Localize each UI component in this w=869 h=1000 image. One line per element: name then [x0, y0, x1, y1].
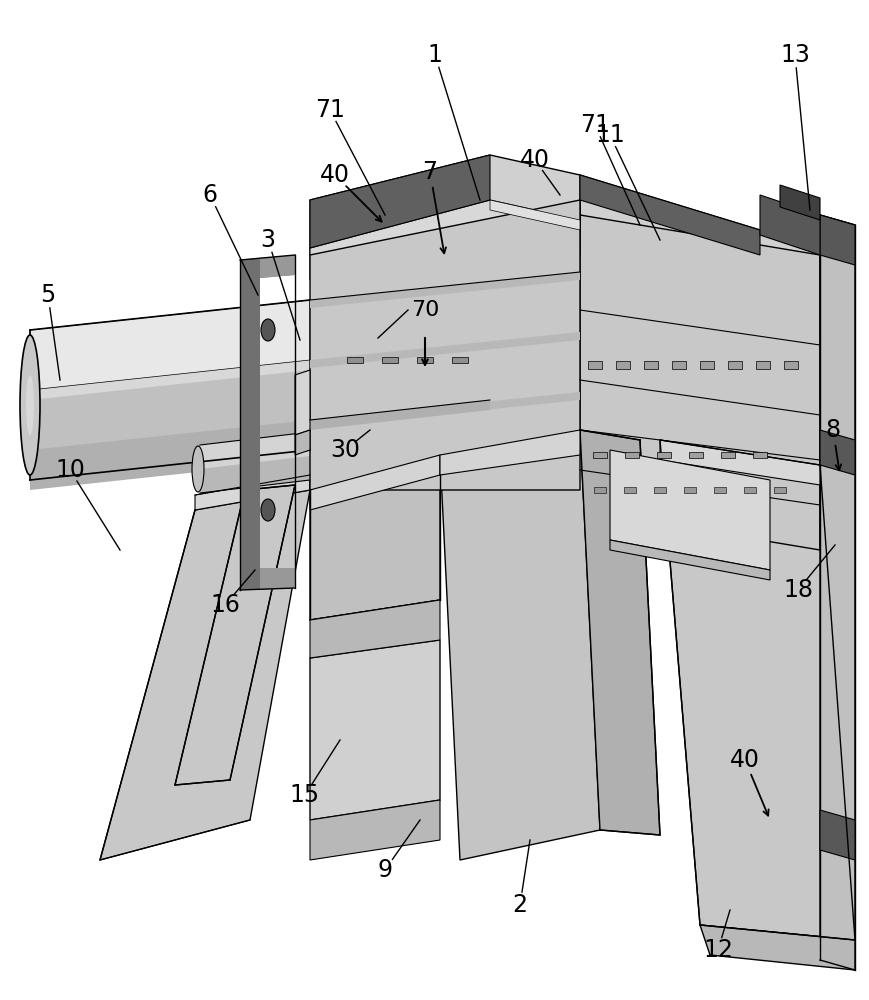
Polygon shape [310, 455, 440, 620]
Polygon shape [684, 487, 696, 493]
Polygon shape [616, 361, 630, 369]
Text: 71: 71 [315, 98, 345, 122]
Text: 11: 11 [595, 123, 625, 147]
Text: 1: 1 [428, 43, 442, 67]
Polygon shape [820, 215, 855, 970]
Polygon shape [310, 800, 440, 860]
Polygon shape [295, 370, 310, 435]
Text: 18: 18 [783, 578, 813, 602]
Ellipse shape [20, 335, 40, 475]
Polygon shape [594, 487, 606, 493]
Polygon shape [347, 357, 363, 363]
Polygon shape [382, 357, 398, 363]
Polygon shape [580, 175, 820, 270]
Polygon shape [30, 420, 310, 490]
Text: 13: 13 [780, 43, 810, 67]
Ellipse shape [26, 375, 34, 435]
Polygon shape [588, 361, 602, 369]
Polygon shape [721, 452, 735, 458]
Polygon shape [784, 361, 798, 369]
Polygon shape [452, 357, 468, 363]
Text: 5: 5 [40, 283, 56, 307]
Polygon shape [310, 600, 440, 658]
Polygon shape [30, 300, 310, 390]
Text: 40: 40 [520, 148, 550, 172]
Polygon shape [310, 640, 440, 820]
Polygon shape [700, 925, 855, 970]
Text: 12: 12 [703, 938, 733, 962]
Polygon shape [756, 361, 770, 369]
Polygon shape [440, 430, 600, 860]
Text: 2: 2 [513, 893, 527, 917]
Polygon shape [624, 487, 636, 493]
Ellipse shape [261, 499, 275, 521]
Polygon shape [753, 452, 767, 458]
Text: 3: 3 [261, 228, 275, 252]
Polygon shape [310, 272, 580, 308]
Polygon shape [310, 155, 580, 255]
Polygon shape [689, 452, 703, 458]
Polygon shape [820, 430, 855, 475]
Polygon shape [780, 185, 820, 220]
Polygon shape [580, 175, 760, 255]
Polygon shape [310, 392, 580, 428]
Polygon shape [490, 200, 580, 230]
Polygon shape [760, 195, 820, 255]
Polygon shape [774, 487, 786, 493]
Polygon shape [240, 255, 295, 590]
Polygon shape [310, 332, 580, 368]
Text: 9: 9 [377, 858, 393, 882]
Polygon shape [310, 200, 580, 280]
Polygon shape [580, 430, 660, 835]
Text: 71: 71 [580, 113, 610, 137]
Polygon shape [195, 475, 310, 510]
Text: 15: 15 [290, 783, 320, 807]
Polygon shape [744, 487, 756, 493]
Polygon shape [310, 200, 580, 490]
Polygon shape [30, 370, 310, 480]
Polygon shape [714, 487, 726, 493]
Polygon shape [660, 440, 855, 940]
Polygon shape [625, 452, 639, 458]
Polygon shape [260, 568, 295, 590]
Text: 6: 6 [202, 183, 217, 207]
Polygon shape [660, 440, 820, 485]
Text: 30: 30 [330, 438, 360, 462]
Polygon shape [175, 485, 295, 785]
Text: 8: 8 [826, 418, 840, 442]
Polygon shape [310, 455, 440, 510]
Polygon shape [610, 540, 770, 580]
Text: 40: 40 [320, 163, 350, 187]
Polygon shape [100, 490, 310, 860]
Polygon shape [672, 361, 686, 369]
Ellipse shape [261, 319, 275, 341]
Polygon shape [657, 452, 671, 458]
Polygon shape [654, 487, 666, 493]
Polygon shape [200, 456, 310, 493]
Polygon shape [240, 258, 260, 590]
Polygon shape [440, 430, 580, 475]
Polygon shape [820, 215, 855, 265]
Polygon shape [820, 810, 855, 860]
Polygon shape [30, 300, 310, 430]
Text: 10: 10 [55, 458, 85, 482]
Polygon shape [644, 361, 658, 369]
Text: 16: 16 [210, 593, 240, 617]
Text: 70: 70 [411, 300, 439, 320]
Polygon shape [200, 432, 310, 483]
Text: 7: 7 [422, 160, 437, 184]
Polygon shape [580, 215, 820, 550]
Polygon shape [728, 361, 742, 369]
Ellipse shape [192, 446, 204, 492]
Polygon shape [310, 400, 490, 430]
Polygon shape [593, 452, 607, 458]
Polygon shape [310, 455, 440, 490]
Polygon shape [700, 361, 714, 369]
Polygon shape [417, 357, 433, 363]
Polygon shape [310, 155, 490, 248]
Polygon shape [610, 450, 770, 570]
Text: 40: 40 [730, 748, 760, 772]
Polygon shape [260, 255, 295, 278]
Polygon shape [295, 430, 310, 455]
